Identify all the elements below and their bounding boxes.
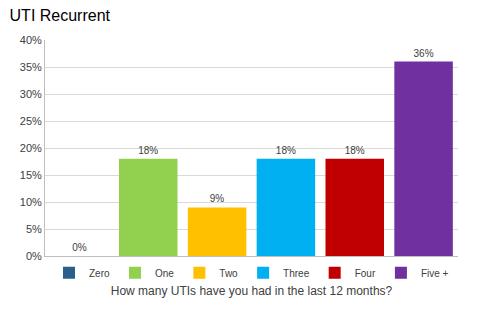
svg-text:0%: 0% [72,242,87,253]
svg-text:Three: Three [283,268,310,279]
svg-text:15%: 15% [20,169,42,181]
svg-text:18%: 18% [345,145,365,156]
svg-text:How many UTIs have you had in: How many UTIs have you had in the last 1… [111,284,393,298]
svg-text:35%: 35% [20,61,42,73]
svg-text:25%: 25% [20,115,42,127]
svg-text:30%: 30% [20,88,42,100]
svg-text:5%: 5% [26,223,42,235]
svg-text:Two: Two [219,268,238,279]
svg-text:Five +: Five + [421,268,449,279]
svg-text:18%: 18% [276,145,296,156]
svg-text:One: One [155,268,174,279]
svg-text:Four: Four [355,268,376,279]
svg-text:40%: 40% [20,34,42,46]
svg-text:0%: 0% [26,250,42,262]
svg-text:20%: 20% [20,142,42,154]
svg-text:Zero: Zero [89,268,110,279]
svg-text:18%: 18% [138,145,158,156]
svg-text:36%: 36% [414,48,434,59]
svg-text:10%: 10% [20,196,42,208]
svg-text:9%: 9% [210,193,225,204]
svg-text:UTI Recurrent: UTI Recurrent [10,7,111,24]
